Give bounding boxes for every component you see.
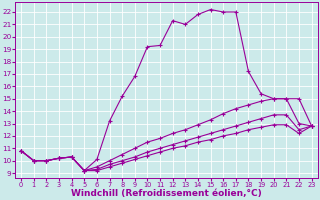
X-axis label: Windchill (Refroidissement éolien,°C): Windchill (Refroidissement éolien,°C) bbox=[71, 189, 262, 198]
